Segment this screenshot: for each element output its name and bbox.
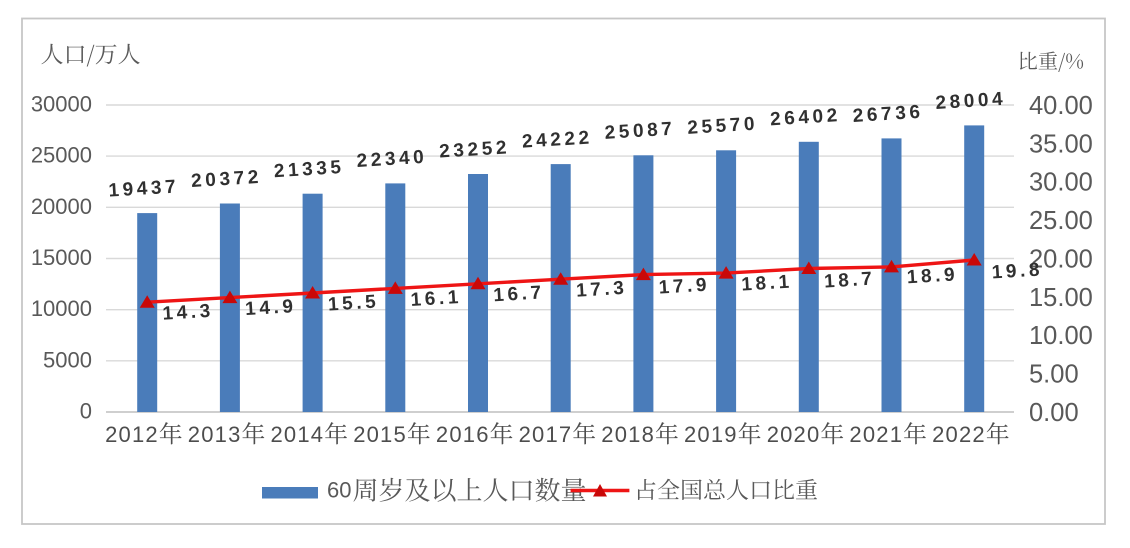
svg-text:35.00: 35.00 xyxy=(1029,130,1093,158)
svg-text:18.7: 18.7 xyxy=(823,268,876,292)
svg-text:10000: 10000 xyxy=(31,296,92,321)
svg-text:0.00: 0.00 xyxy=(1029,399,1079,427)
svg-text:10.00: 10.00 xyxy=(1029,322,1093,350)
svg-text:25087: 25087 xyxy=(604,119,676,144)
svg-text:16.1: 16.1 xyxy=(410,287,463,311)
svg-text:60: 60 xyxy=(327,478,351,503)
svg-text:20000: 20000 xyxy=(31,194,92,219)
svg-text:2020: 2020 xyxy=(767,422,821,447)
svg-text:2017: 2017 xyxy=(519,422,573,447)
svg-text:2013: 2013 xyxy=(188,422,242,447)
svg-text:22340: 22340 xyxy=(356,147,428,172)
svg-text:24222: 24222 xyxy=(521,127,593,152)
svg-text:15.00: 15.00 xyxy=(1029,284,1093,312)
svg-text:2018: 2018 xyxy=(601,422,655,447)
svg-text:17.9: 17.9 xyxy=(658,275,711,299)
svg-text:2022: 2022 xyxy=(932,422,986,447)
svg-text:40.00: 40.00 xyxy=(1029,92,1093,120)
svg-text:5.00: 5.00 xyxy=(1029,361,1079,389)
svg-text:21335: 21335 xyxy=(273,157,345,182)
svg-text:16.7: 16.7 xyxy=(493,282,546,306)
svg-text:19437: 19437 xyxy=(108,176,180,201)
svg-text:26402: 26402 xyxy=(769,105,841,130)
svg-text:18.1: 18.1 xyxy=(741,272,794,296)
svg-text:20372: 20372 xyxy=(191,167,263,192)
svg-text:23252: 23252 xyxy=(439,137,511,162)
svg-text:14.3: 14.3 xyxy=(162,301,215,325)
svg-text:17.3: 17.3 xyxy=(575,278,628,302)
svg-text:20.00: 20.00 xyxy=(1029,246,1093,274)
svg-text:5000: 5000 xyxy=(43,347,92,372)
svg-text:18.9: 18.9 xyxy=(906,264,959,288)
svg-text:2015: 2015 xyxy=(353,422,407,447)
svg-text:28004: 28004 xyxy=(935,89,1007,114)
svg-text:2014: 2014 xyxy=(271,422,325,447)
svg-text:2019: 2019 xyxy=(684,422,738,447)
svg-text:2012: 2012 xyxy=(105,422,159,447)
svg-text:15000: 15000 xyxy=(31,245,92,270)
svg-text:26736: 26736 xyxy=(852,102,924,127)
svg-text:0: 0 xyxy=(80,399,92,424)
svg-text:15.5: 15.5 xyxy=(327,291,380,315)
svg-text:2016: 2016 xyxy=(436,422,490,447)
svg-text:25.00: 25.00 xyxy=(1029,207,1093,235)
svg-text:14.9: 14.9 xyxy=(245,296,298,320)
svg-text:2021: 2021 xyxy=(849,422,903,447)
svg-text:30000: 30000 xyxy=(31,92,92,117)
svg-text:25570: 25570 xyxy=(687,114,759,139)
svg-text:19.8: 19.8 xyxy=(991,259,1044,283)
svg-text:25000: 25000 xyxy=(31,143,92,168)
svg-text:30.00: 30.00 xyxy=(1029,169,1093,197)
